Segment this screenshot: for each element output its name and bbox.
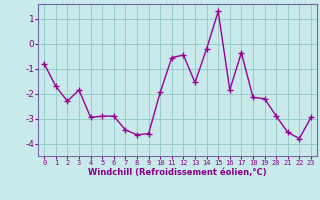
- X-axis label: Windchill (Refroidissement éolien,°C): Windchill (Refroidissement éolien,°C): [88, 168, 267, 177]
